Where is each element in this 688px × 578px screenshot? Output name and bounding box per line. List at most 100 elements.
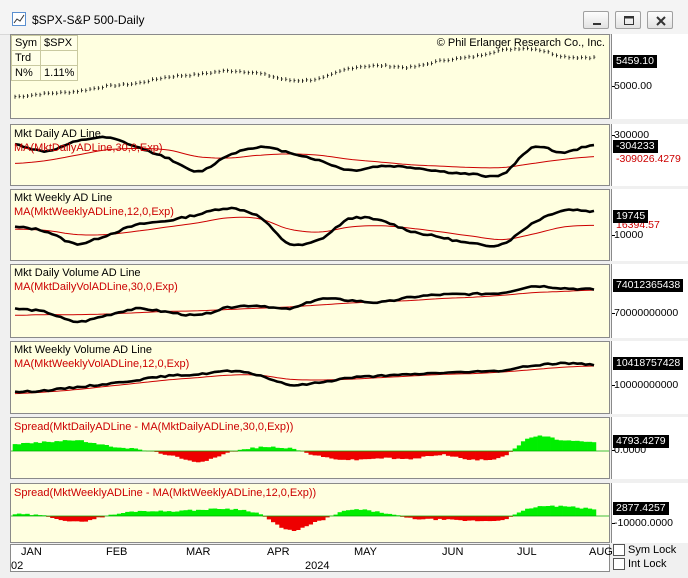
spread-bar xyxy=(491,451,497,460)
x-axis[interactable]: JAN FEB MAR APR MAY JUN JUL AUG 02 2024 xyxy=(10,544,613,572)
spread-bar xyxy=(75,440,80,451)
spread-bar xyxy=(179,510,184,516)
daily-ad-tick: 300000 xyxy=(612,129,650,141)
spread-bar xyxy=(570,440,576,451)
spread-bar xyxy=(579,441,584,451)
spread-bar xyxy=(141,511,147,516)
weekly-spread-scale[interactable]: 2877.4257 -10000.0000 xyxy=(611,483,688,543)
spread-bar xyxy=(291,448,297,451)
spread-bar xyxy=(162,451,168,455)
daily-spread-scale[interactable]: 4793.4279 0.0000 xyxy=(611,417,688,479)
spread-bar xyxy=(375,511,380,516)
spread-bar xyxy=(583,507,588,516)
spread-bar xyxy=(116,447,122,451)
price-bars xyxy=(14,46,596,99)
info-key-trd: Trd xyxy=(11,50,41,66)
spread-bar xyxy=(537,506,543,516)
spread-bar xyxy=(329,451,334,459)
daily-ad-pane[interactable]: Mkt Daily AD Line MA(MktDailyADLine,30,0… xyxy=(10,124,610,186)
month-may: MAY xyxy=(354,546,378,558)
weekly-vol-ad-pane[interactable]: Mkt Weekly Volume AD Line MA(MktWeeklyVo… xyxy=(10,341,610,414)
spread-bar xyxy=(154,511,159,516)
spread-bar xyxy=(183,451,189,460)
sym-lock-checkbox[interactable] xyxy=(613,544,625,556)
maximize-button[interactable] xyxy=(615,11,641,29)
daily-ad-label: Mkt Daily AD Line xyxy=(14,128,101,140)
spread-bar xyxy=(321,451,326,457)
int-lock-checkbox[interactable] xyxy=(613,558,625,570)
spread-bar xyxy=(437,516,443,519)
daily-spread-tick: 0.0000 xyxy=(612,444,647,456)
spread-bar xyxy=(112,514,118,516)
weekly-ad-scale[interactable]: 16394.57 19745 10000 xyxy=(611,189,688,261)
spread-bar xyxy=(354,509,359,516)
spread-bar xyxy=(475,516,480,522)
spread-bar xyxy=(554,506,559,516)
spread-bar xyxy=(562,506,568,516)
spread-bar xyxy=(137,449,143,451)
spread-bar xyxy=(383,513,389,516)
daily-vol-ad-scale[interactable]: 74012365438 70000000000 xyxy=(611,264,688,338)
weekly-vol-ad-scale[interactable]: 10418757428 10000000000 xyxy=(611,341,688,414)
spread-bar xyxy=(412,451,418,459)
spread-bar xyxy=(454,516,459,520)
spread-bar xyxy=(50,442,55,451)
month-mar: MAR xyxy=(186,546,211,558)
weekly-spread-pane[interactable]: Spread(MktWeeklyADLine - MA(MktWeeklyADL… xyxy=(10,483,610,543)
spread-bar xyxy=(187,509,193,516)
spread-bar xyxy=(541,436,547,451)
spread-bar xyxy=(216,451,222,457)
weekly-spread-label: Spread(MktWeeklyADLine - MA(MktWeeklyADL… xyxy=(14,487,317,499)
spread-bar xyxy=(337,512,343,516)
year-label: 2024 xyxy=(305,560,330,572)
spread-bar xyxy=(383,451,389,458)
spread-bar xyxy=(575,507,580,516)
spread-bar xyxy=(196,509,201,516)
spread-bar xyxy=(495,516,501,521)
daily-spread-pane[interactable]: Spread(MktDailyADLine - MA(MktDailyADLin… xyxy=(10,417,610,479)
spread-bar xyxy=(62,516,68,521)
spread-bar xyxy=(554,439,559,451)
spread-bar xyxy=(533,507,538,516)
spread-bar xyxy=(346,510,351,516)
spread-bar xyxy=(350,509,355,516)
price-plot xyxy=(14,46,596,99)
info-value-sym: $SPX xyxy=(39,35,79,51)
spread-bar xyxy=(279,448,284,451)
spread-bar xyxy=(171,451,176,456)
spread-bar xyxy=(79,440,84,451)
daily-vol-ad-pane[interactable]: Mkt Daily Volume AD Line MA(MktDailyVolA… xyxy=(10,264,610,338)
spread-bar xyxy=(133,448,139,451)
spread-bar xyxy=(379,512,384,516)
spread-bar xyxy=(29,515,34,516)
spread-bar xyxy=(229,509,234,516)
spread-bar xyxy=(304,516,309,527)
spread-bar xyxy=(108,446,114,451)
weekly-ad-last-tag: 19745 xyxy=(613,210,649,223)
spread-bar xyxy=(579,508,584,516)
spread-bar xyxy=(271,516,276,523)
spread-bar xyxy=(258,446,264,451)
spread-bar xyxy=(33,442,39,451)
price-scale[interactable]: 5459.10 5000.00 xyxy=(611,34,688,119)
weekly-ad-plot xyxy=(14,206,595,248)
spread-bar xyxy=(404,516,409,518)
weekly-ad-pane[interactable]: Mkt Weekly AD Line MA(MktWeeklyADLine,12… xyxy=(10,189,610,261)
spread-bar xyxy=(479,451,484,460)
spread-bar xyxy=(591,442,597,451)
daily-ad-scale[interactable]: 300000 -304233 -309026.4279 xyxy=(611,124,688,186)
spread-bar xyxy=(91,443,97,451)
spread-bar xyxy=(287,447,293,451)
spread-bar xyxy=(333,514,339,516)
spread-bar xyxy=(545,436,551,451)
spread-bar xyxy=(366,510,372,516)
spread-bar xyxy=(212,451,218,458)
spread-bar xyxy=(308,451,314,455)
info-value-n: 1.11% xyxy=(39,65,79,81)
spread-bar xyxy=(429,516,434,519)
indicator-line xyxy=(14,361,595,394)
app-chart-icon xyxy=(12,12,26,26)
minimize-button[interactable] xyxy=(583,11,609,29)
price-pane[interactable]: Sym $SPX Trd N% 1.11% © Phil Erlanger Rese… xyxy=(10,34,610,119)
close-button[interactable] xyxy=(647,11,673,29)
